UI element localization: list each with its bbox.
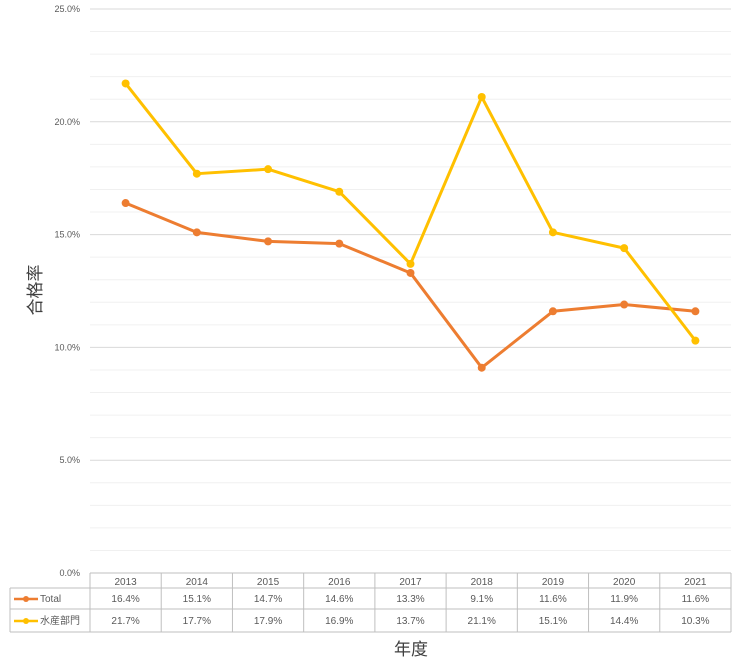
data-point bbox=[406, 268, 415, 277]
x-tick-label: 2020 bbox=[613, 577, 636, 588]
data-label: 9.1% bbox=[470, 594, 493, 605]
data-point bbox=[121, 79, 130, 88]
data-label: 13.7% bbox=[396, 616, 424, 627]
data-point bbox=[121, 199, 130, 208]
data-point bbox=[691, 307, 700, 316]
legend-label: Total bbox=[40, 594, 61, 605]
y-tick-label: 0.0% bbox=[59, 568, 80, 578]
y-axis-tick-labels: 0.0% 5.0% 10.0% 15.0% 20.0% 25.0% bbox=[54, 4, 80, 578]
data-label: 16.9% bbox=[325, 616, 353, 627]
data-label: 21.1% bbox=[468, 616, 496, 627]
x-axis-title: 年度 bbox=[394, 640, 428, 660]
data-point bbox=[477, 92, 486, 101]
x-tick-label: 2018 bbox=[471, 577, 494, 588]
data-table: 2013 2014 2015 2016 2017 2018 2019 2020 2021 Tota… bbox=[9, 572, 732, 633]
data-label: 17.9% bbox=[254, 616, 282, 627]
y-tick-label: 5.0% bbox=[59, 455, 80, 465]
data-label: 21.7% bbox=[111, 616, 139, 627]
data-point bbox=[264, 165, 273, 174]
x-tick-label: 2019 bbox=[542, 577, 565, 588]
data-label: 14.4% bbox=[610, 616, 638, 627]
data-label: 11.6% bbox=[539, 594, 567, 605]
data-label: 11.6% bbox=[682, 594, 710, 605]
gridlines bbox=[90, 8, 731, 551]
data-point bbox=[264, 237, 273, 246]
data-label: 14.7% bbox=[254, 594, 282, 605]
data-point bbox=[620, 300, 629, 309]
data-label: 10.3% bbox=[681, 616, 709, 627]
data-label: 14.6% bbox=[325, 594, 353, 605]
x-tick-label: 2017 bbox=[399, 577, 422, 588]
x-tick-label: 2021 bbox=[684, 577, 707, 588]
data-point bbox=[406, 259, 415, 268]
y-tick-label: 25.0% bbox=[54, 4, 80, 14]
series-lines bbox=[121, 79, 700, 372]
data-point bbox=[335, 239, 344, 248]
data-label: 15.1% bbox=[539, 616, 567, 627]
y-tick-label: 10.0% bbox=[54, 342, 80, 352]
data-point bbox=[620, 244, 629, 253]
y-axis-title: 合格率 bbox=[26, 265, 46, 316]
data-label: 16.4% bbox=[111, 594, 139, 605]
data-point bbox=[548, 307, 557, 316]
y-tick-label: 15.0% bbox=[54, 230, 80, 240]
data-point bbox=[192, 228, 201, 237]
data-label: 17.7% bbox=[183, 616, 211, 627]
data-point bbox=[192, 169, 201, 178]
data-point bbox=[691, 336, 700, 345]
data-label: 15.1% bbox=[183, 594, 211, 605]
data-point bbox=[335, 187, 344, 196]
data-point bbox=[548, 228, 557, 237]
legend-key-marker bbox=[23, 618, 29, 624]
x-tick-label: 2016 bbox=[328, 577, 351, 588]
legend-key-marker bbox=[23, 596, 29, 602]
data-point bbox=[477, 363, 486, 372]
x-tick-label: 2014 bbox=[186, 577, 209, 588]
x-tick-label: 2015 bbox=[257, 577, 280, 588]
x-tick-label: 2013 bbox=[114, 577, 137, 588]
y-tick-label: 20.0% bbox=[54, 117, 80, 127]
data-label: 11.9% bbox=[610, 594, 638, 605]
data-label: 13.3% bbox=[396, 594, 424, 605]
legend-label: 水産部門 bbox=[40, 614, 80, 627]
series-line bbox=[124, 201, 697, 370]
